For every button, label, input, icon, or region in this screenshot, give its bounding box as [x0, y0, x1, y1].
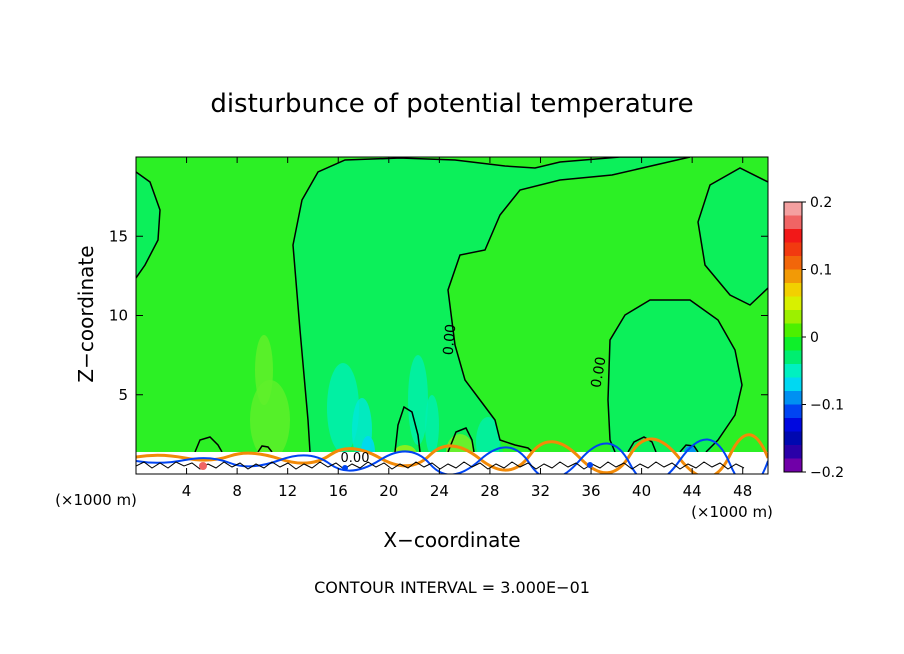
field-region-negative-central [293, 157, 690, 474]
colorbar-tick-label: −0.1 [810, 398, 844, 414]
x-tick-label: 4 [182, 482, 192, 500]
field-region-negative-right-upper [698, 168, 768, 305]
x-tick-label: 24 [430, 482, 449, 500]
colorbar-swatch [784, 215, 802, 230]
colorbar-swatch [784, 283, 802, 297]
boundary-layer-blue-blob [342, 465, 348, 471]
contour-interval-footer: CONTOUR INTERVAL = 3.000E−01 [314, 578, 590, 597]
field-region-negative-right-lower [608, 300, 742, 474]
contour-small-1 [194, 436, 223, 453]
colorbar-swatch [784, 323, 802, 338]
x-tick-label: 40 [632, 482, 651, 500]
colorbar-swatch [784, 377, 802, 392]
colorbar-swatch [784, 418, 802, 432]
x-tick-label: 16 [329, 482, 348, 500]
plume-cyan-4 [425, 395, 439, 455]
x-tick-label: 20 [379, 482, 398, 500]
colorbar-swatch [784, 337, 802, 351]
y-tick-label: 15 [109, 227, 128, 245]
colorbar-swatch [784, 391, 802, 405]
colorbar-swatch [784, 229, 802, 243]
y-axis-label: Z−coordinate [74, 245, 98, 382]
contour-small-2 [257, 445, 273, 453]
contour-zero-central [292, 157, 690, 453]
contour-zero-right-upper [697, 167, 768, 306]
x-tick-label: 48 [733, 482, 752, 500]
contour-small-5 [627, 436, 657, 453]
plume-cyan-3 [408, 355, 428, 445]
boundary-layer-black-band [136, 461, 745, 470]
x-axis-label: X−coordinate [383, 528, 520, 552]
x-tick-label: 12 [278, 482, 297, 500]
plume-cyan-1 [327, 363, 359, 453]
colorbar-swatch [784, 269, 802, 284]
colorbar-swatch [784, 350, 802, 365]
boundary-layer-red-blob [199, 462, 207, 470]
colorbar-swatch [784, 310, 802, 324]
colorbar-swatch [784, 458, 802, 473]
contour-small-4 [447, 427, 475, 453]
x-tick-label: 36 [581, 482, 600, 500]
y-tick-label: 5 [118, 386, 128, 404]
contour-zero-right-lower [607, 299, 743, 453]
colorbar-swatch [784, 364, 802, 378]
colorbar-tick-label: 0.2 [810, 195, 832, 211]
x-unit-right: (×1000 m) [691, 503, 773, 521]
colorbar-swatch [784, 445, 802, 459]
colorbar-swatch [784, 404, 802, 419]
contour-label-1: 0.00 [441, 323, 460, 355]
colorbar-swatch [784, 296, 802, 311]
colorbar-swatch [784, 431, 802, 446]
contour-small-6 [679, 444, 699, 453]
colorbar-tick-label: 0 [810, 330, 819, 346]
boundary-layer-blue-blob-2 [587, 462, 593, 468]
contour-label-3: 0.00 [341, 451, 370, 466]
colorbar-ticks: 0.2 0.1 0 −0.1 −0.2 [802, 195, 844, 481]
colorbar-swatch [784, 242, 802, 257]
contour-small-3 [394, 405, 421, 453]
plume-warm-2 [250, 380, 290, 460]
x-tick-label: 28 [480, 482, 499, 500]
contour-zero-central-right [447, 157, 691, 456]
colorbar-swatch [784, 256, 802, 270]
field-region-negative-left [136, 172, 160, 278]
x-tick-label: 44 [683, 482, 702, 500]
boundary-layer [136, 433, 768, 474]
x-tick-label: 8 [232, 482, 242, 500]
x-tick-label: 32 [531, 482, 550, 500]
y-tick-label: 10 [109, 307, 128, 325]
contour-label-2: 0.00 [588, 356, 609, 389]
boundary-layer-fill [136, 452, 768, 474]
contour-zero-left [136, 171, 161, 279]
colorbar [784, 202, 802, 473]
x-axis-ticks: 4 8 12 16 20 24 28 32 36 40 44 48 [182, 157, 752, 500]
x-unit-left: (×1000 m) [55, 491, 137, 509]
contour-lines [136, 157, 768, 456]
colorbar-tick-label: −0.2 [810, 465, 844, 481]
y-axis-ticks: 5 10 15 [109, 227, 768, 404]
boundary-layer-blue-band [136, 438, 768, 474]
plot-area: 0.00 0.00 0.00 [136, 157, 768, 474]
chart-title: disturbunce of potential temperature [210, 89, 693, 119]
colorbar-swatch [784, 202, 802, 216]
colorbar-tick-label: 0.1 [810, 263, 832, 279]
